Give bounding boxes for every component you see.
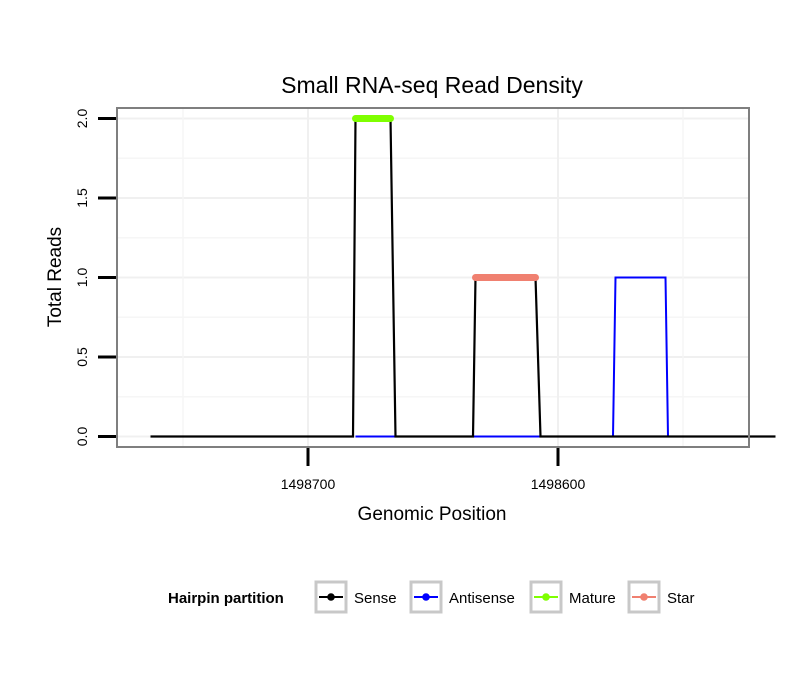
series-line-sense (150, 117, 776, 438)
legend-key-dot (640, 593, 648, 601)
legend-label: Mature (569, 590, 616, 607)
grid (118, 109, 748, 446)
x-tick-label: 1498700 (281, 476, 336, 492)
x-axis-title: Genomic Position (358, 504, 507, 525)
legend-key-dot (542, 593, 550, 601)
legend-item-sense: Sense (314, 580, 397, 614)
y-tick-label: 1.5 (74, 188, 90, 208)
legend: Hairpin partition Sense Antisense Mature St… (168, 580, 695, 614)
legend-title: Hairpin partition (168, 590, 284, 607)
y-tick-label: 1.0 (74, 268, 90, 288)
chart-title: Small RNA-seq Read Density (281, 72, 583, 98)
legend-key-dot (327, 593, 335, 601)
y-axis-title: Total Reads (45, 227, 66, 327)
legend-item-mature: Mature (529, 580, 616, 614)
series-layer (150, 115, 776, 438)
y-tick-label: 0.5 (74, 347, 90, 367)
legend-item-antisense: Antisense (409, 580, 515, 614)
y-tick-label: 0.0 (74, 427, 90, 447)
legend-item-star: Star (627, 580, 695, 614)
legend-label: Star (667, 590, 695, 607)
legend-key-dot (422, 593, 430, 601)
x-axis: 1498700 1498600 (281, 448, 586, 492)
y-tick-label: 2.0 (74, 109, 90, 129)
x-tick-label: 1498600 (531, 476, 586, 492)
legend-label: Antisense (449, 590, 515, 607)
y-axis: 0.0 0.5 1.0 1.5 2.0 (74, 109, 116, 447)
legend-label: Sense (354, 590, 397, 607)
plot-border (116, 107, 750, 448)
